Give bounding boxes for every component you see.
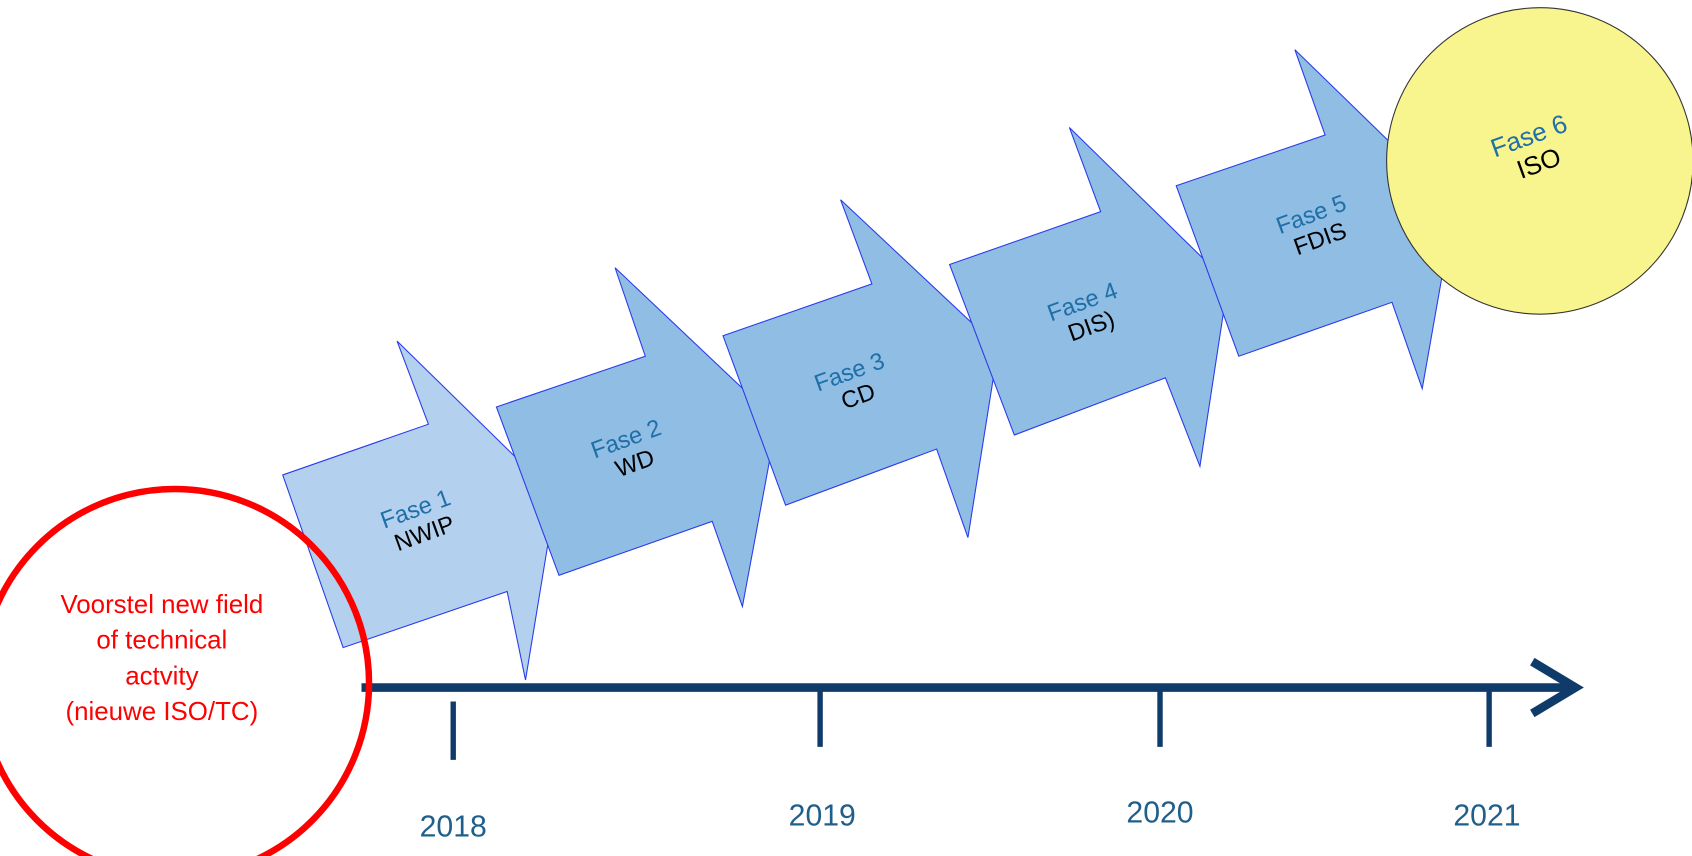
phase-arrow (722, 199, 999, 538)
year-label: 2021 (1453, 800, 1520, 833)
phase-arrow (495, 267, 778, 609)
proposal-circle (0, 485, 373, 856)
proposal-text: (nieuwe ISO/TC) (66, 698, 259, 726)
timeline-arrowhead (1530, 657, 1584, 718)
year-label: 2018 (420, 810, 487, 843)
year-label: 2019 (789, 800, 856, 833)
phase-arrow (1175, 49, 1456, 391)
proposal-text: Voorstel new field (60, 591, 263, 619)
phase-arrow (948, 127, 1229, 469)
proposal-text: of technical (96, 627, 227, 655)
final-circle (1386, 7, 1692, 315)
proposal-text: actvity (125, 662, 198, 690)
year-label: 2020 (1126, 796, 1193, 829)
